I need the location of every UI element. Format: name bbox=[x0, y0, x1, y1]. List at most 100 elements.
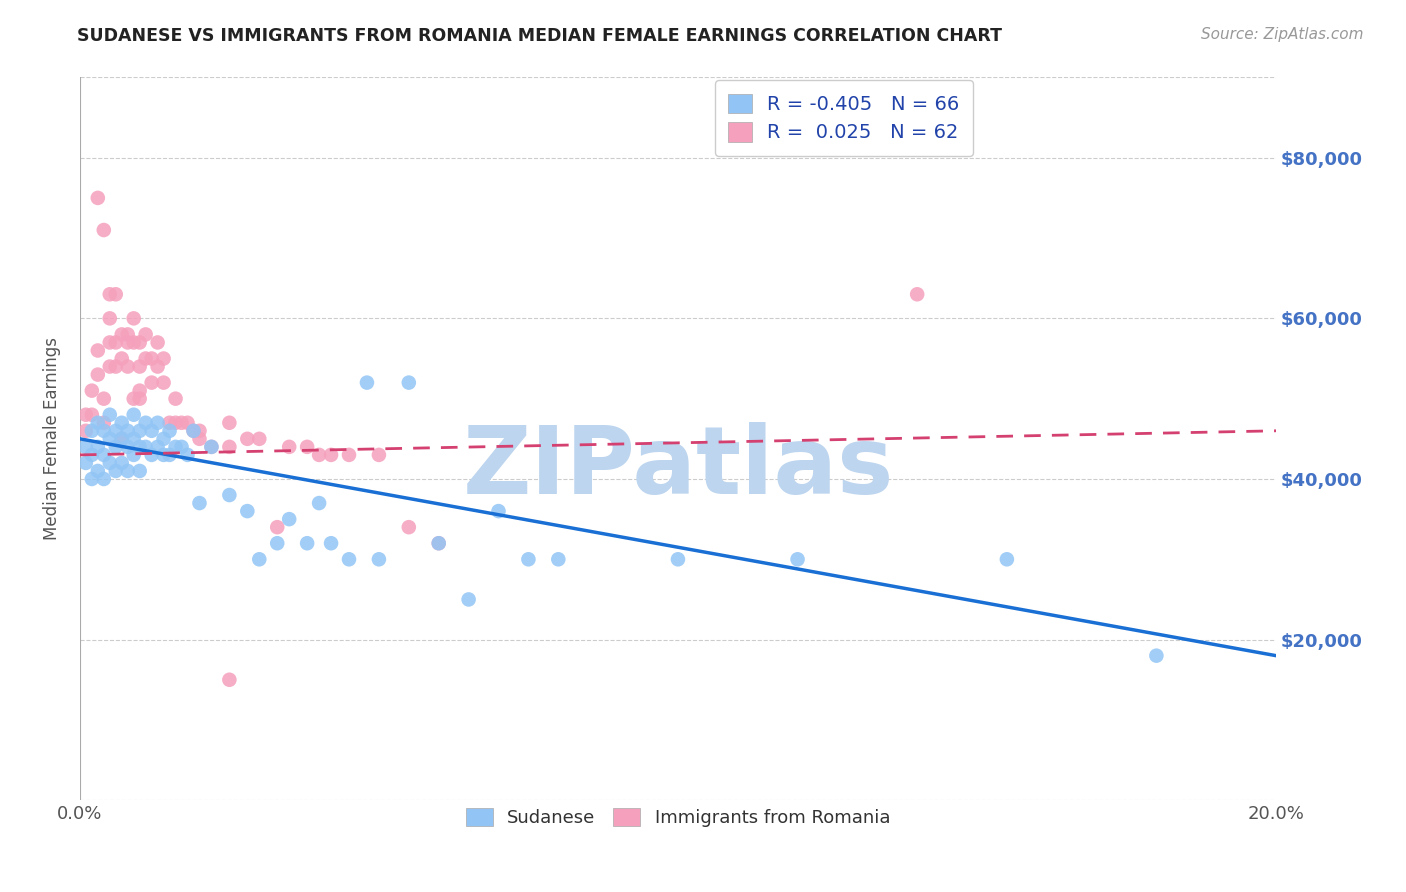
Point bbox=[141, 448, 163, 462]
Point bbox=[308, 448, 330, 462]
Point bbox=[152, 351, 174, 366]
Point bbox=[93, 392, 115, 406]
Point bbox=[170, 416, 193, 430]
Point bbox=[488, 504, 510, 518]
Point bbox=[295, 536, 318, 550]
Point bbox=[111, 351, 134, 366]
Point bbox=[135, 327, 157, 342]
Point bbox=[117, 327, 139, 342]
Point bbox=[75, 456, 97, 470]
Point bbox=[104, 464, 127, 478]
Point bbox=[367, 448, 389, 462]
Text: ZIPatlas: ZIPatlas bbox=[463, 422, 894, 514]
Point bbox=[236, 432, 259, 446]
Point bbox=[93, 448, 115, 462]
Point bbox=[111, 456, 134, 470]
Point bbox=[111, 432, 134, 446]
Point bbox=[87, 368, 110, 382]
Point bbox=[87, 440, 110, 454]
Point bbox=[218, 488, 240, 502]
Point bbox=[93, 472, 115, 486]
Point bbox=[170, 440, 193, 454]
Point bbox=[247, 552, 270, 566]
Point bbox=[75, 424, 97, 438]
Point bbox=[266, 536, 288, 550]
Point bbox=[117, 424, 139, 438]
Point bbox=[122, 432, 145, 446]
Point bbox=[278, 440, 301, 454]
Point bbox=[183, 424, 205, 438]
Point bbox=[93, 416, 115, 430]
Point bbox=[666, 552, 689, 566]
Point bbox=[141, 351, 163, 366]
Point bbox=[87, 343, 110, 358]
Point bbox=[152, 432, 174, 446]
Point bbox=[80, 384, 103, 398]
Point bbox=[111, 416, 134, 430]
Point bbox=[398, 376, 420, 390]
Point bbox=[1144, 648, 1167, 663]
Point bbox=[122, 311, 145, 326]
Point bbox=[80, 448, 103, 462]
Point bbox=[128, 392, 150, 406]
Text: SUDANESE VS IMMIGRANTS FROM ROMANIA MEDIAN FEMALE EARNINGS CORRELATION CHART: SUDANESE VS IMMIGRANTS FROM ROMANIA MEDI… bbox=[77, 27, 1002, 45]
Point bbox=[80, 408, 103, 422]
Point bbox=[183, 424, 205, 438]
Point bbox=[135, 351, 157, 366]
Y-axis label: Median Female Earnings: Median Female Earnings bbox=[44, 337, 60, 541]
Point bbox=[128, 359, 150, 374]
Point bbox=[141, 424, 163, 438]
Point bbox=[165, 392, 187, 406]
Point bbox=[188, 496, 211, 510]
Point bbox=[128, 424, 150, 438]
Point bbox=[117, 335, 139, 350]
Point bbox=[75, 440, 97, 454]
Point bbox=[367, 552, 389, 566]
Point bbox=[98, 432, 121, 446]
Point bbox=[128, 384, 150, 398]
Point bbox=[152, 448, 174, 462]
Point bbox=[278, 512, 301, 526]
Point bbox=[337, 448, 360, 462]
Point bbox=[200, 440, 222, 454]
Point bbox=[176, 448, 198, 462]
Point bbox=[135, 440, 157, 454]
Point bbox=[319, 536, 342, 550]
Point bbox=[75, 408, 97, 422]
Point bbox=[128, 464, 150, 478]
Point bbox=[128, 335, 150, 350]
Point bbox=[122, 408, 145, 422]
Point bbox=[98, 335, 121, 350]
Point bbox=[135, 416, 157, 430]
Point bbox=[141, 376, 163, 390]
Point bbox=[146, 440, 169, 454]
Point bbox=[356, 376, 378, 390]
Point bbox=[218, 416, 240, 430]
Point bbox=[98, 287, 121, 301]
Text: Source: ZipAtlas.com: Source: ZipAtlas.com bbox=[1201, 27, 1364, 42]
Point bbox=[117, 359, 139, 374]
Point bbox=[111, 432, 134, 446]
Point bbox=[427, 536, 450, 550]
Point bbox=[117, 440, 139, 454]
Point bbox=[398, 520, 420, 534]
Point bbox=[104, 287, 127, 301]
Point bbox=[80, 424, 103, 438]
Point bbox=[236, 504, 259, 518]
Point bbox=[146, 416, 169, 430]
Point bbox=[104, 424, 127, 438]
Point bbox=[146, 335, 169, 350]
Point bbox=[122, 448, 145, 462]
Point bbox=[165, 440, 187, 454]
Point bbox=[308, 496, 330, 510]
Point bbox=[98, 408, 121, 422]
Point bbox=[247, 432, 270, 446]
Point bbox=[98, 359, 121, 374]
Point bbox=[218, 673, 240, 687]
Point bbox=[200, 440, 222, 454]
Point bbox=[319, 448, 342, 462]
Point bbox=[104, 335, 127, 350]
Point bbox=[146, 359, 169, 374]
Point bbox=[427, 536, 450, 550]
Point bbox=[218, 440, 240, 454]
